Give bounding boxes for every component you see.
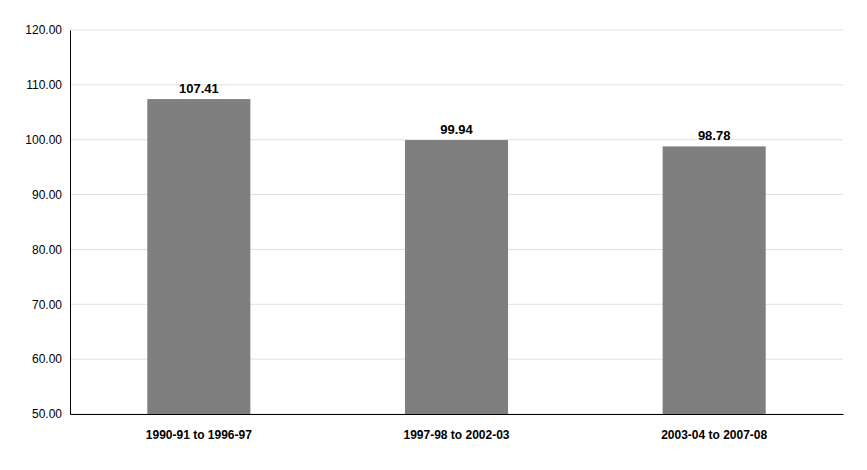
tick-label: 100.00: [25, 133, 62, 147]
chart-container: 50.00 60.00 70.00 80.00 90.00 100.00 110.00 120…: [0, 0, 867, 470]
tick: 60.00: [32, 352, 70, 366]
grid-line: [70, 30, 843, 31]
bar: [147, 99, 250, 414]
axis-line: [71, 414, 844, 415]
axis-line: [70, 31, 71, 415]
tick: 2003-04 to 2007-08: [661, 428, 767, 442]
data-label: 107.41: [179, 81, 219, 96]
tick: 120.00: [25, 23, 70, 37]
tick: 110.00: [26, 78, 70, 92]
tick-label: 90.00: [32, 188, 62, 202]
tick-label: 1990-91 to 1996-97: [146, 428, 252, 442]
tick: 80.00: [32, 243, 70, 257]
plot-area: [147, 99, 765, 414]
tick: 100.00: [25, 133, 70, 147]
chart: 50.00 60.00 70.00 80.00 90.00 100.00 110.00 120…: [0, 0, 867, 470]
tick: 50.00: [32, 407, 70, 421]
tick-label: 120.00: [25, 23, 62, 37]
tick-label: 70.00: [32, 298, 62, 312]
tick-label: 110.00: [26, 78, 62, 92]
tick: 1990-91 to 1996-97: [146, 428, 252, 442]
tick-label: 2003-04 to 2007-08: [661, 428, 767, 442]
data-label: 99.94: [440, 122, 473, 137]
tick: 1997-98 to 2002-03: [403, 428, 509, 442]
tick-label: 80.00: [32, 243, 62, 257]
tick-label: 50.00: [32, 407, 62, 421]
bar: [405, 140, 508, 414]
tick-label: 60.00: [32, 352, 62, 366]
y-axis: 50.00 60.00 70.00 80.00 90.00 100.00 110.00 120…: [25, 23, 70, 421]
data-label: 98.78: [698, 128, 731, 143]
bar: [663, 146, 766, 414]
tick: 70.00: [32, 298, 70, 312]
tick-label: 1997-98 to 2002-03: [403, 428, 509, 442]
x-axis: 1990-91 to 1996-97 1997-98 to 2002-03 2003…: [71, 415, 844, 442]
tick: 90.00: [32, 188, 70, 202]
data-labels: 107.41 99.94 98.78: [179, 81, 730, 143]
